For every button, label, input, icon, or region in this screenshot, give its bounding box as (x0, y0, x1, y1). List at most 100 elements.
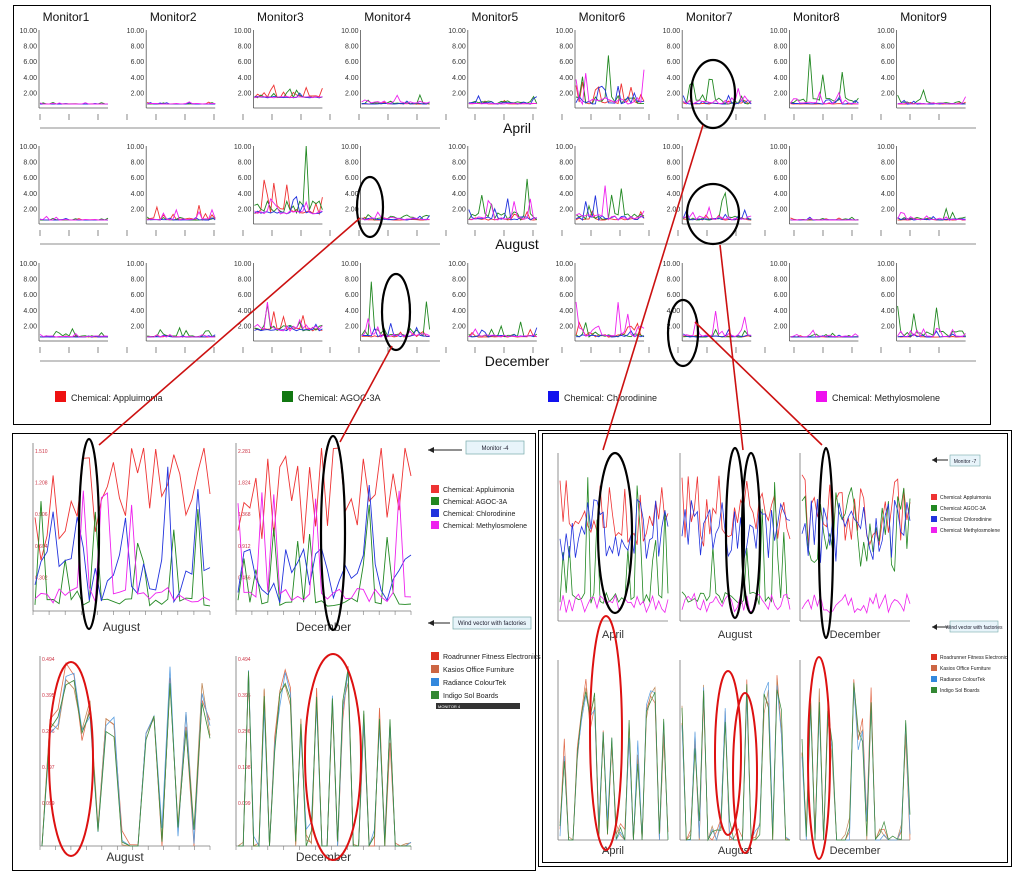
y-tick-label: 4.00 (23, 308, 37, 315)
month-label: August (718, 845, 752, 857)
y-tick-label: 0.494 (42, 657, 55, 663)
chemical-line (361, 323, 430, 338)
monitor-column-label: Monitor9 (900, 10, 947, 24)
chemical-line (254, 96, 323, 99)
highlight-ellipse (714, 670, 742, 836)
y-tick-label: 8.00 (238, 160, 252, 167)
month-label: December (485, 353, 550, 369)
month-label: August (495, 236, 539, 252)
legend-swatch (282, 391, 293, 402)
y-tick-label: 8.00 (452, 277, 466, 284)
y-tick-label: 2.00 (559, 206, 573, 213)
y-tick-label: 2.281 (238, 449, 251, 455)
y-tick-label: 10.00 (19, 28, 37, 35)
highlight-ellipse (380, 272, 412, 352)
wind-title: Wind vector with factories (946, 625, 1003, 631)
y-tick-label: 2.00 (452, 206, 466, 213)
y-tick-label: 6.00 (131, 175, 145, 182)
legend-label: Indigo Sol Boards (443, 693, 499, 700)
y-tick-label: 2.00 (774, 206, 788, 213)
chemical-line (897, 96, 966, 105)
chemical-line (147, 326, 216, 339)
y-tick-label: 2.00 (23, 90, 37, 97)
y-tick-label: 2.00 (23, 206, 37, 213)
y-tick-label: 6.00 (881, 59, 895, 66)
y-tick-label: 0.395 (42, 693, 55, 699)
y-tick-label: 4.00 (667, 191, 681, 198)
legend-swatch (431, 521, 439, 529)
y-tick-label: 10.00 (663, 261, 681, 268)
legend-swatch (931, 505, 937, 511)
month-label: December (296, 850, 351, 864)
chemical-line (575, 81, 645, 105)
y-tick-label: 2.00 (345, 90, 359, 97)
y-tick-label: 10.00 (877, 261, 895, 268)
y-tick-label: 4.00 (559, 75, 573, 82)
legend-swatch (931, 516, 937, 522)
y-tick-label: 10.00 (448, 28, 466, 35)
chemical-line (897, 88, 966, 105)
y-tick-label: 4.00 (774, 191, 788, 198)
monitor-title: Monitor -4 (481, 446, 509, 452)
legend-swatch (431, 497, 439, 505)
chemical-line (575, 301, 645, 338)
pointer-arrowhead (932, 624, 937, 630)
y-tick-label: 8.00 (559, 44, 573, 51)
y-tick-label: 2.00 (23, 323, 37, 330)
chemical-line (237, 484, 412, 603)
factory-wind-line (238, 668, 411, 848)
month-label: December (830, 845, 881, 857)
y-tick-label: 8.00 (881, 277, 895, 284)
y-tick-label: 6.00 (667, 59, 681, 66)
legend-label: Chemical: AGOC-3A (298, 393, 381, 403)
legend-swatch (931, 494, 937, 500)
factory-wind-line (41, 679, 211, 847)
y-tick-label: 10.00 (877, 28, 895, 35)
y-tick-label: 8.00 (23, 160, 37, 167)
chemical-line (559, 477, 669, 604)
chemical-line (681, 592, 791, 613)
y-tick-label: 8.00 (774, 160, 788, 167)
y-tick-label: 0.099 (42, 801, 55, 807)
y-tick-label: 6.00 (667, 292, 681, 299)
legend-swatch (431, 665, 439, 673)
y-tick-label: 6.00 (345, 292, 359, 299)
y-tick-label: 2.00 (452, 323, 466, 330)
y-tick-label: 2.00 (667, 90, 681, 97)
chemical-line (34, 447, 211, 561)
y-tick-label: 2.00 (238, 206, 252, 213)
legend-swatch (431, 652, 439, 660)
y-tick-label: 8.00 (131, 44, 145, 51)
y-tick-label: 4.00 (452, 308, 466, 315)
y-tick-label: 10.00 (127, 144, 145, 151)
y-tick-label: 2.00 (774, 90, 788, 97)
y-tick-label: 10.00 (663, 144, 681, 151)
y-tick-label: 10.00 (663, 28, 681, 35)
chemical-line (254, 145, 323, 215)
legend-label: Roadrunner Fitness Electronic (940, 655, 1008, 661)
chemical-line (897, 211, 966, 221)
legend-label: Chemical: Methylosmolene (832, 393, 940, 403)
chemical-line (361, 93, 430, 105)
y-tick-label: 6.00 (881, 175, 895, 182)
y-tick-label: 10.00 (555, 28, 573, 35)
chemical-line (39, 335, 108, 338)
highlight-ellipse (304, 653, 362, 861)
y-tick-label: 2.00 (452, 90, 466, 97)
y-tick-label: 0.912 (238, 544, 251, 550)
chemical-line (39, 215, 109, 221)
highlight-ellipse (817, 446, 835, 640)
y-tick-label: 10.00 (555, 261, 573, 268)
y-tick-label: 10.00 (770, 144, 788, 151)
y-tick-label: 8.00 (452, 44, 466, 51)
y-tick-label: 10.00 (234, 261, 252, 268)
highlight-ellipse (48, 661, 94, 857)
y-tick-label: 0.296 (238, 729, 251, 735)
y-tick-label: 2.00 (345, 323, 359, 330)
y-tick-label: 2.00 (238, 90, 252, 97)
connector-line (694, 321, 823, 446)
legend-swatch (931, 687, 937, 693)
monitor7-detail-panel (542, 433, 1008, 863)
legend-label: Indigo Sol Boards (940, 688, 980, 694)
